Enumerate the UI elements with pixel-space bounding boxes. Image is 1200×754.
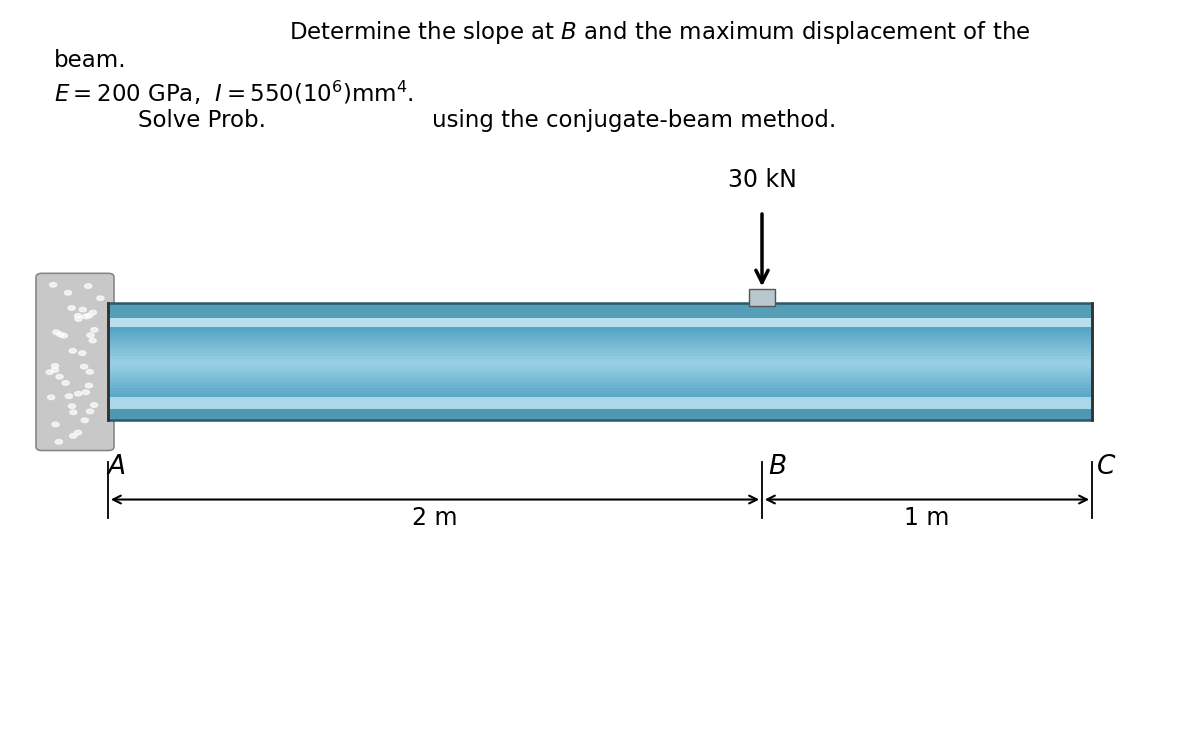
Circle shape <box>48 395 55 400</box>
Text: $C$: $C$ <box>1096 454 1116 480</box>
Circle shape <box>86 333 94 338</box>
Bar <box>108 382 1092 385</box>
Bar <box>108 321 1092 324</box>
Circle shape <box>68 404 76 409</box>
Circle shape <box>46 370 53 375</box>
Bar <box>108 336 1092 339</box>
Bar <box>108 315 1092 318</box>
Bar <box>108 339 1092 342</box>
Text: Determine the slope at $B$ and the maximum displacement of the: Determine the slope at $B$ and the maxim… <box>289 19 1031 46</box>
Circle shape <box>70 348 77 353</box>
Circle shape <box>49 283 56 287</box>
Bar <box>108 400 1092 403</box>
Bar <box>108 371 1092 374</box>
Circle shape <box>97 296 104 300</box>
Circle shape <box>65 290 72 295</box>
Bar <box>108 376 1092 379</box>
Circle shape <box>74 391 82 396</box>
Circle shape <box>91 328 98 333</box>
Text: $A$: $A$ <box>106 454 125 480</box>
Bar <box>108 391 1092 394</box>
Circle shape <box>89 339 96 343</box>
Bar <box>108 345 1092 348</box>
Bar <box>108 368 1092 371</box>
Bar <box>749 289 775 306</box>
Circle shape <box>56 375 64 379</box>
Circle shape <box>89 310 96 314</box>
Bar <box>108 397 1092 400</box>
Circle shape <box>83 390 90 394</box>
Circle shape <box>55 440 62 444</box>
Text: 30 kN: 30 kN <box>727 168 797 192</box>
Bar <box>108 374 1092 376</box>
Bar <box>108 409 1092 412</box>
Circle shape <box>65 394 72 399</box>
Circle shape <box>79 351 86 355</box>
Bar <box>108 312 1092 315</box>
Circle shape <box>90 403 97 407</box>
Bar <box>108 359 1092 362</box>
Bar <box>108 318 1092 321</box>
FancyBboxPatch shape <box>36 274 114 451</box>
Bar <box>108 329 1092 333</box>
Bar <box>108 412 1092 415</box>
Bar <box>108 306 1092 309</box>
Circle shape <box>52 363 59 368</box>
Circle shape <box>70 434 77 438</box>
Bar <box>108 356 1092 359</box>
Circle shape <box>62 381 70 385</box>
Bar <box>108 303 1092 306</box>
Bar <box>108 388 1092 391</box>
Circle shape <box>86 409 94 414</box>
Bar <box>108 333 1092 336</box>
Text: $B$: $B$ <box>768 454 786 480</box>
Bar <box>108 379 1092 382</box>
Bar <box>108 362 1092 365</box>
Bar <box>108 415 1092 418</box>
Text: 2 m: 2 m <box>413 505 457 529</box>
Circle shape <box>82 418 89 422</box>
Circle shape <box>85 383 92 388</box>
Bar <box>108 403 1092 406</box>
Circle shape <box>68 305 76 310</box>
Bar <box>108 418 1092 421</box>
Circle shape <box>52 368 59 372</box>
Bar <box>108 394 1092 397</box>
Bar <box>108 385 1092 388</box>
Bar <box>108 304 1092 421</box>
Circle shape <box>70 410 77 415</box>
Circle shape <box>56 332 64 336</box>
Circle shape <box>74 317 82 321</box>
Circle shape <box>74 431 82 435</box>
Bar <box>108 348 1092 350</box>
Bar <box>108 342 1092 345</box>
Text: 1 m: 1 m <box>905 505 949 529</box>
Circle shape <box>85 313 92 317</box>
Bar <box>108 309 1092 312</box>
Circle shape <box>80 364 88 369</box>
Circle shape <box>52 422 59 427</box>
Circle shape <box>79 308 86 312</box>
Bar <box>108 353 1092 356</box>
Circle shape <box>86 369 94 374</box>
Circle shape <box>85 284 92 288</box>
Text: $E = 200$ GPa,  $I = 550(10^6)$mm$^4$.: $E = 200$ GPa, $I = 550(10^6)$mm$^4$. <box>54 79 414 107</box>
Bar <box>108 365 1092 368</box>
Bar <box>108 324 1092 327</box>
Text: beam.: beam. <box>54 49 127 72</box>
Circle shape <box>53 330 60 335</box>
Bar <box>108 350 1092 353</box>
Circle shape <box>74 314 82 318</box>
Circle shape <box>60 333 67 338</box>
Text: using the conjugate-beam method.: using the conjugate-beam method. <box>432 109 836 133</box>
Text: Solve Prob.: Solve Prob. <box>138 109 266 133</box>
Bar <box>108 327 1092 329</box>
Circle shape <box>83 314 90 319</box>
Bar <box>108 406 1092 409</box>
